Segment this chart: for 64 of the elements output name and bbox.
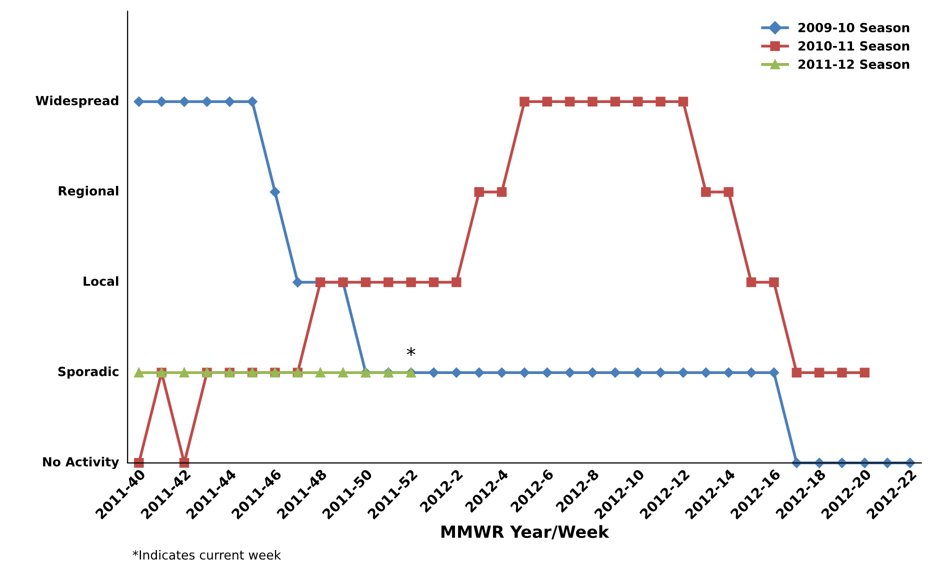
point xyxy=(678,367,688,378)
point xyxy=(655,367,666,378)
text: Regional xyxy=(58,186,118,198)
point xyxy=(474,367,484,378)
point xyxy=(610,367,620,378)
point xyxy=(746,277,756,288)
point xyxy=(768,367,780,378)
point xyxy=(564,367,575,378)
point xyxy=(633,96,643,107)
point xyxy=(428,367,439,378)
point xyxy=(678,96,688,107)
point xyxy=(247,96,258,107)
point xyxy=(270,186,280,198)
point xyxy=(202,96,212,107)
point xyxy=(542,96,552,107)
point xyxy=(134,96,144,107)
point xyxy=(588,96,598,107)
text: *Indicates current week xyxy=(132,550,282,560)
point xyxy=(179,368,190,378)
text: Local xyxy=(84,276,118,286)
point xyxy=(315,368,326,378)
point xyxy=(428,277,439,288)
point xyxy=(564,96,575,107)
point xyxy=(656,96,666,107)
point xyxy=(496,187,507,197)
point xyxy=(814,368,824,378)
point xyxy=(792,368,802,378)
legend-label: 2009-10 Season xyxy=(798,22,910,32)
point xyxy=(837,368,847,378)
point xyxy=(587,367,598,378)
point xyxy=(769,277,779,288)
text: No Activity xyxy=(43,456,120,470)
point xyxy=(156,96,167,107)
point xyxy=(338,368,348,378)
point xyxy=(542,367,552,378)
point xyxy=(860,368,870,378)
point xyxy=(179,96,190,107)
point xyxy=(384,277,394,288)
legend-label: 2011-12 Season xyxy=(798,60,910,69)
point xyxy=(134,368,144,378)
point xyxy=(451,367,462,378)
text: Widespread xyxy=(36,96,118,108)
point xyxy=(632,367,643,378)
point xyxy=(474,187,484,197)
point xyxy=(134,458,144,468)
point xyxy=(406,277,416,288)
point xyxy=(520,96,530,107)
point xyxy=(360,277,371,288)
point xyxy=(701,187,711,197)
point xyxy=(723,367,734,378)
point xyxy=(224,96,235,107)
point xyxy=(519,367,530,378)
point xyxy=(724,187,734,197)
point xyxy=(179,458,190,468)
point xyxy=(746,367,756,378)
point xyxy=(292,277,303,288)
point xyxy=(700,367,712,378)
point xyxy=(496,367,507,378)
annotation: * xyxy=(406,347,416,356)
x-axis-title: MMWR Year/Week xyxy=(441,525,610,540)
legend-label: 2010-11 Season xyxy=(798,41,910,51)
text: Sporadic xyxy=(58,366,118,379)
point xyxy=(452,277,462,288)
point xyxy=(610,96,620,107)
